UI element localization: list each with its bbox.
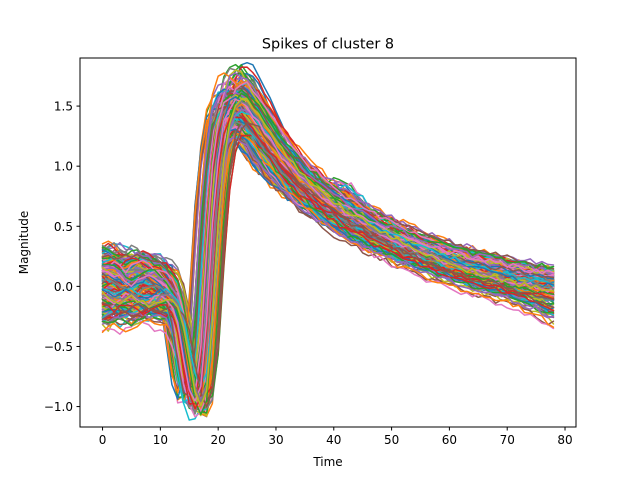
x-tick-label: 20: [211, 433, 226, 447]
x-tick-label: 80: [557, 433, 572, 447]
y-axis-label: Magnitude: [17, 211, 31, 275]
y-tick-label: 0.5: [54, 220, 73, 234]
x-tick-label: 50: [384, 433, 399, 447]
spike-trace: [101, 98, 555, 402]
y-tick-label: −1.0: [44, 400, 73, 414]
y-tick-label: 1.5: [54, 100, 73, 114]
spike-trace: [101, 81, 555, 413]
spike-trace: [101, 92, 555, 398]
x-axis-ticks: 0 10 20 30 40 50 60 70 80: [99, 427, 573, 447]
y-tick-label: −0.5: [44, 340, 73, 354]
x-tick-label: 60: [442, 433, 457, 447]
y-tick-label: 0.0: [54, 280, 73, 294]
x-tick-label: 70: [500, 433, 515, 447]
y-axis-ticks: −1.0 −0.5 0.0 0.5 1.0 1.5: [44, 100, 80, 414]
spike-trace: [101, 98, 555, 407]
x-axis-label: Time: [312, 455, 342, 469]
spike-trace: [101, 138, 555, 405]
y-tick-label: 1.0: [54, 160, 73, 174]
spike-trace: [101, 116, 555, 410]
plot-traces: [101, 61, 555, 421]
x-tick-label: 0: [99, 433, 107, 447]
plot-frame: [79, 57, 577, 428]
x-tick-label: 30: [268, 433, 283, 447]
x-tick-label: 10: [153, 433, 168, 447]
chart-title: Spikes of cluster 8: [262, 37, 394, 53]
spike-trace: [101, 93, 555, 388]
x-tick-label: 40: [326, 433, 341, 447]
